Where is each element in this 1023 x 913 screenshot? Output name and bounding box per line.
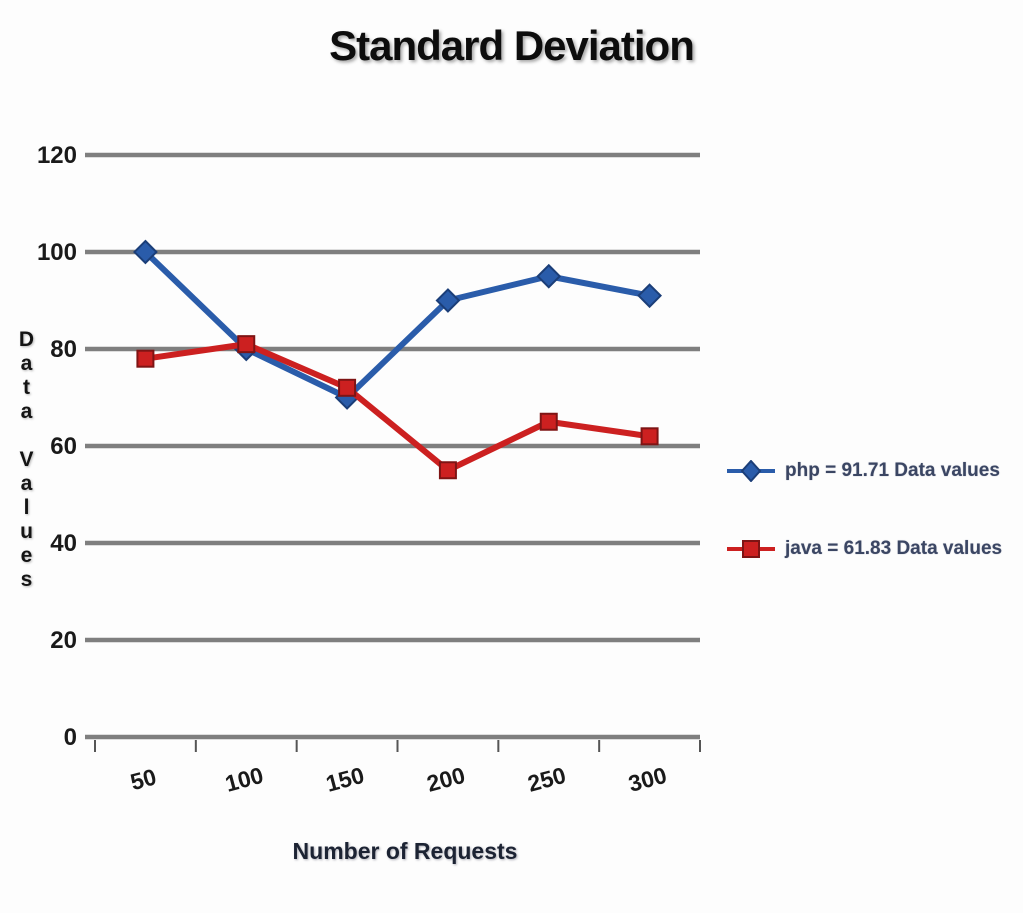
php-series-marker-icon	[727, 460, 775, 482]
y-tick-label: 40	[50, 530, 77, 557]
php-data-point-marker	[435, 288, 461, 313]
java-series-line	[142, 341, 653, 474]
x-tick-label: 250	[525, 762, 569, 797]
php-data-point-marker	[133, 239, 158, 265]
java-data-point-marker	[136, 349, 155, 368]
php-series-line	[142, 249, 653, 401]
legend-item-java: java = 61.83 Data values	[726, 538, 1002, 560]
php-data-point-marker	[637, 283, 662, 309]
java-legend-square-icon	[742, 540, 760, 558]
x-tick-label: 100	[222, 762, 266, 797]
legend-label-php: php = 91.71 Data values	[785, 460, 1000, 481]
y-tick-label: 20	[50, 627, 77, 654]
x-tick-label: 50	[128, 763, 159, 795]
x-tick-label: 200	[424, 762, 468, 797]
java-data-point-marker	[438, 461, 457, 480]
y-axis-title: Data Values	[15, 328, 38, 592]
java-series-marker-icon	[727, 540, 775, 558]
y-tick-label: 100	[37, 239, 77, 266]
y-tick-label: 60	[50, 433, 77, 460]
legend: php = 91.71 Data values java = 61.83 Dat…	[726, 460, 1002, 560]
legend-item-php: php = 91.71 Data values	[726, 460, 1002, 482]
php-legend-diamond-icon	[740, 460, 762, 482]
y-tick-label: 0	[64, 724, 77, 751]
legend-label-java: java = 61.83 Data values	[785, 538, 1003, 559]
x-tick-label: 300	[626, 762, 670, 797]
y-tick-label: 80	[50, 336, 77, 363]
java-data-point-marker	[640, 427, 659, 446]
x-tick-label: 150	[323, 762, 367, 797]
java-data-point-marker	[539, 412, 558, 431]
y-tick-label: 120	[37, 142, 77, 169]
java-data-point-marker	[338, 378, 357, 397]
x-axis-title: Number of Requests	[292, 838, 518, 864]
php-data-point-marker	[536, 263, 562, 289]
chart-title: Standard Deviation	[329, 22, 695, 69]
java-data-point-marker	[237, 335, 256, 354]
